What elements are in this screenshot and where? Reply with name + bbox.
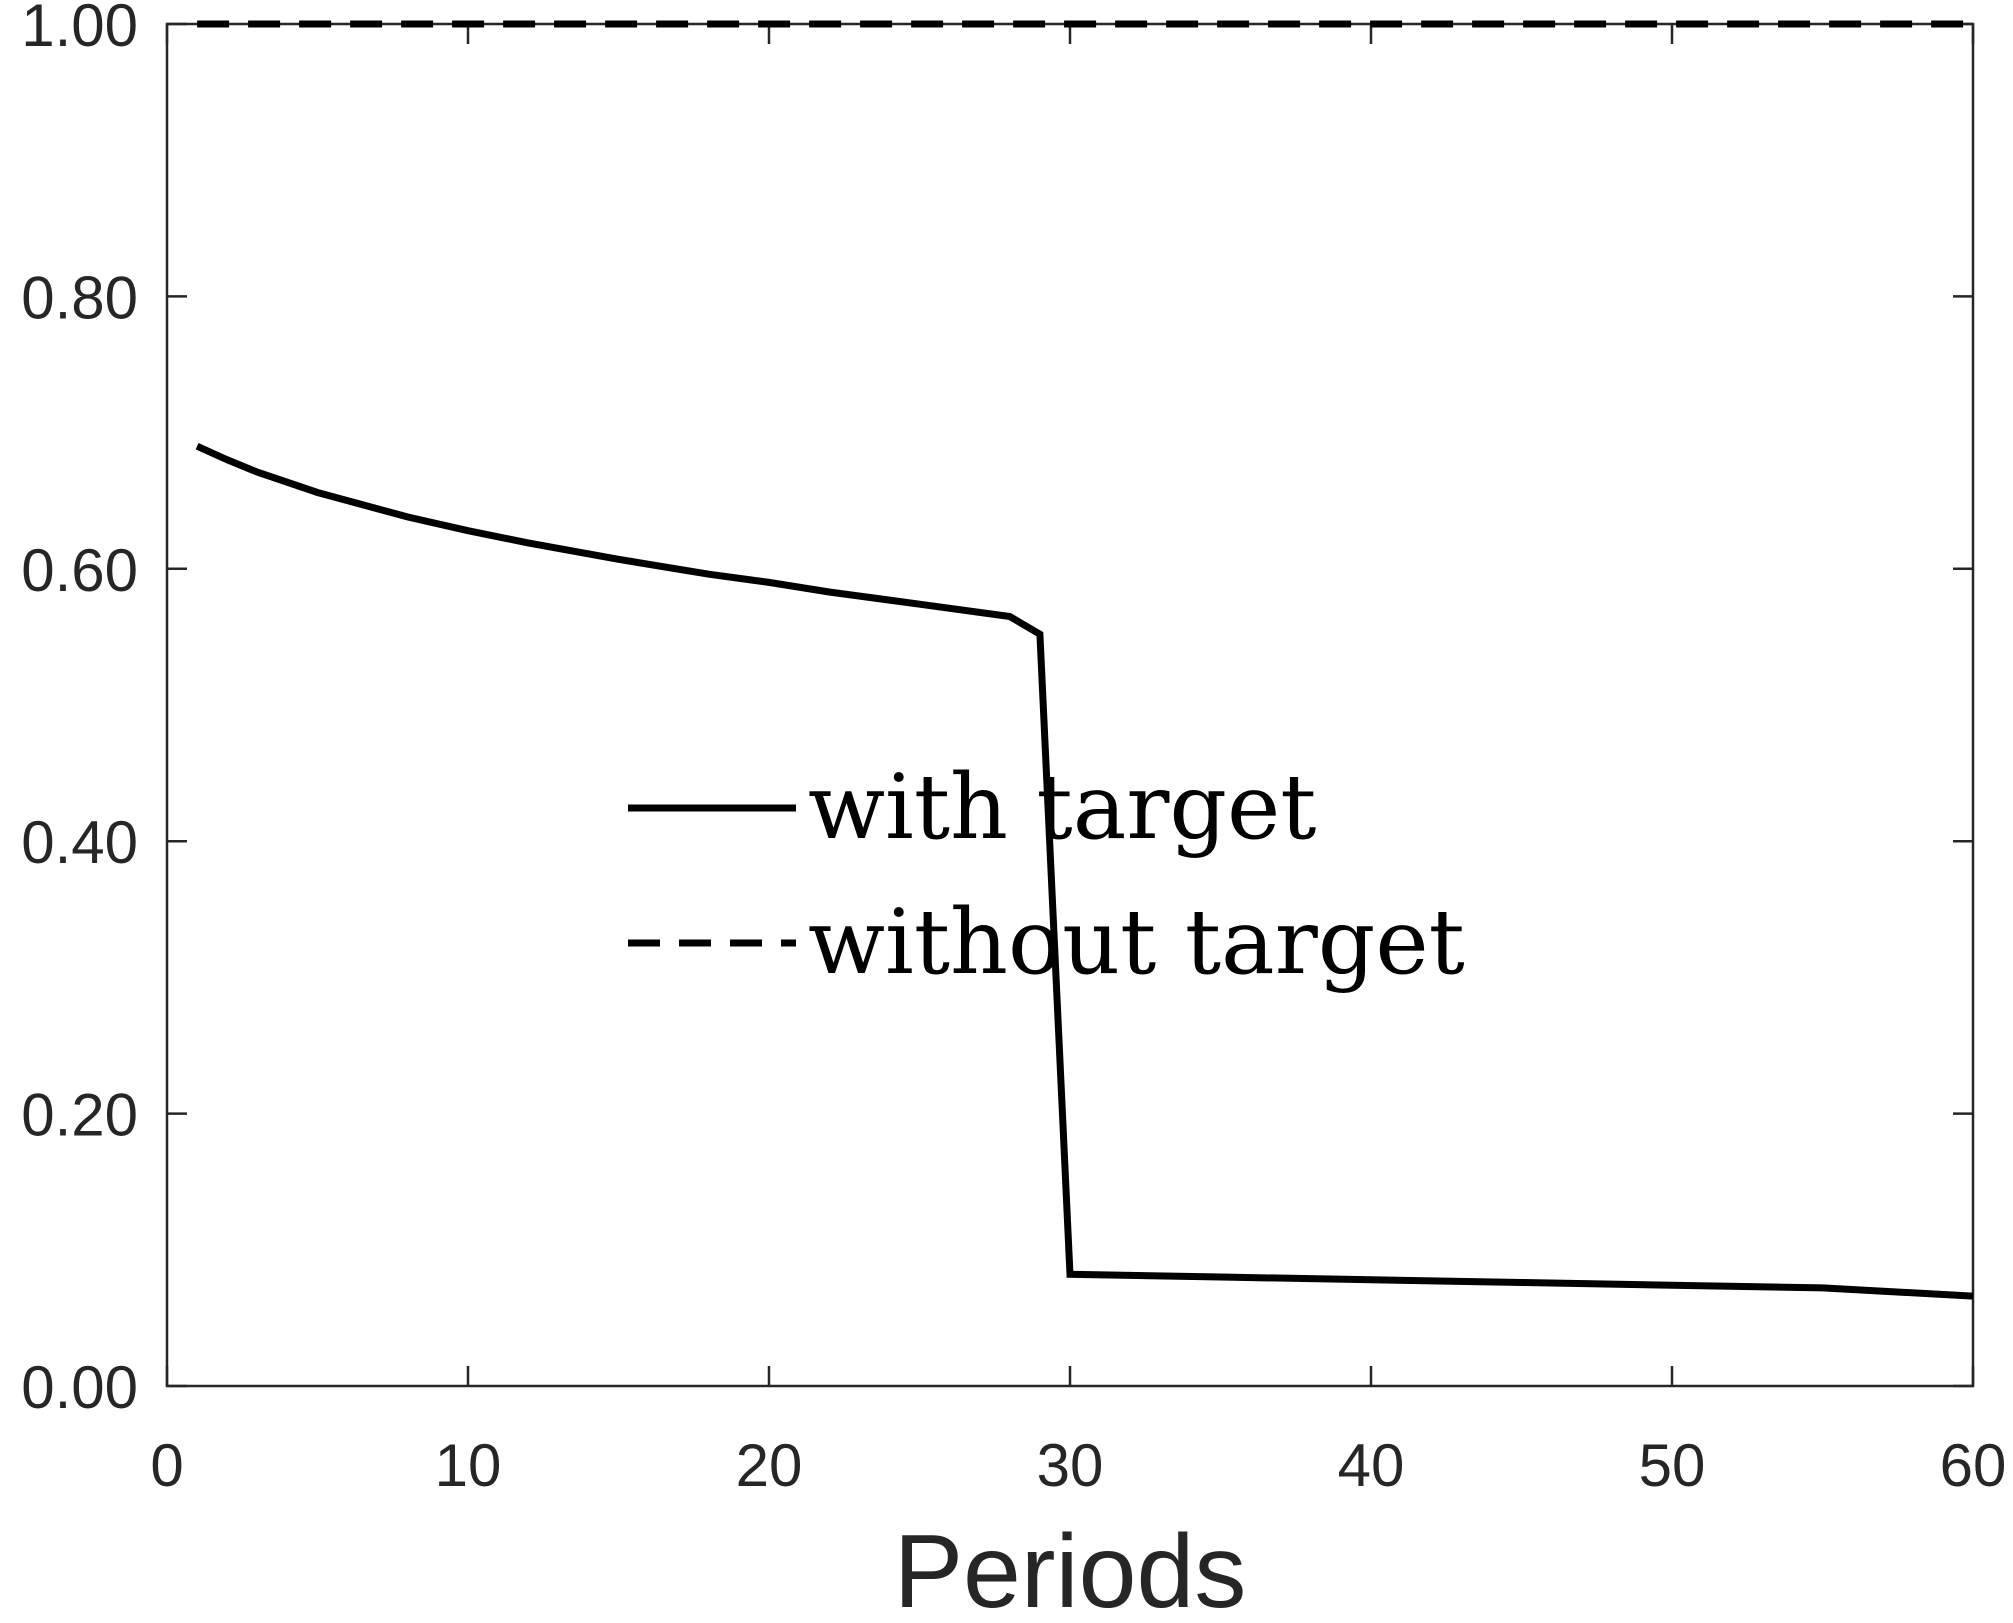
plot-frame xyxy=(165,22,1975,1388)
x-axis: 0 10 20 30 40 50 60 xyxy=(150,24,2006,1499)
x-tick-label: 0 xyxy=(150,1432,183,1499)
y-axis: 0.00 0.20 0.40 0.60 0.80 1.00 xyxy=(21,0,1973,1421)
legend-label-without-target: without target xyxy=(808,890,1465,995)
y-tick-label: 0.80 xyxy=(21,264,138,331)
x-tick-label: 50 xyxy=(1639,1432,1706,1499)
x-tick-label: 30 xyxy=(1037,1432,1104,1499)
x-tick-label: 40 xyxy=(1338,1432,1405,1499)
x-tick-label: 10 xyxy=(435,1432,502,1499)
x-tick-label: 20 xyxy=(736,1432,803,1499)
series-layer xyxy=(195,20,1974,1300)
y-tick-label: 1.00 xyxy=(21,0,138,59)
series-line-with-target xyxy=(195,443,1974,1300)
legend-label-with-target: with target xyxy=(808,755,1316,860)
x-tick-label: 60 xyxy=(1940,1432,2007,1499)
x-axis-label: Periods xyxy=(894,1514,1247,1623)
y-tick-label: 0.00 xyxy=(21,1354,138,1421)
legend: with target without target xyxy=(628,755,1465,995)
y-tick-label: 0.40 xyxy=(21,809,138,876)
y-tick-label: 0.20 xyxy=(21,1082,138,1149)
y-tick-label: 0.60 xyxy=(21,537,138,604)
plot-area-border xyxy=(165,22,1975,1388)
